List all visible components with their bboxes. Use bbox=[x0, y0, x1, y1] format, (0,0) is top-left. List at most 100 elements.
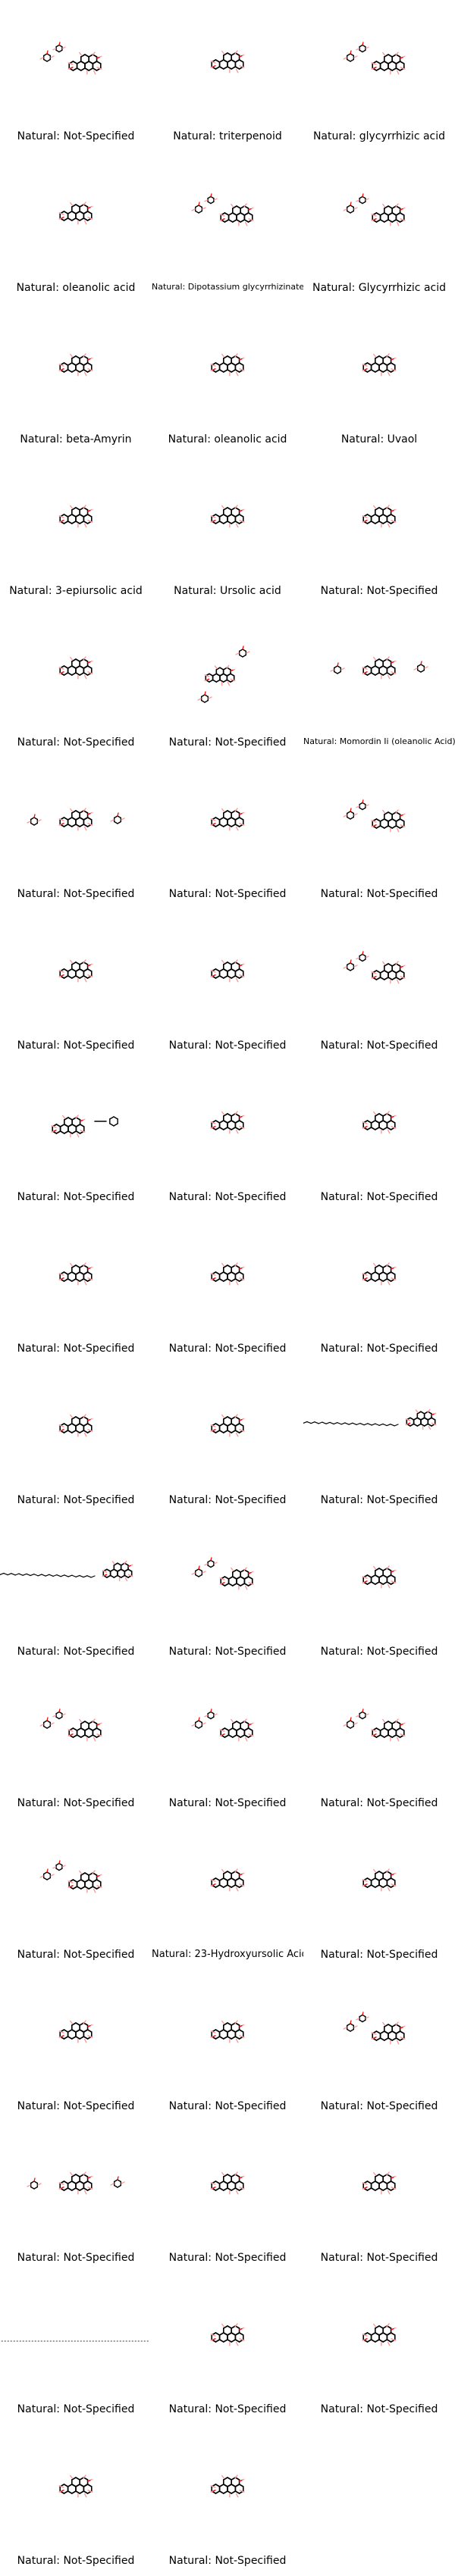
molecule-structure-drawing bbox=[362, 353, 397, 377]
molecule-structure-drawing bbox=[27, 2171, 125, 2195]
molecule-structure-drawing bbox=[58, 505, 93, 528]
molecule-legend: Natural: Not-Specified bbox=[17, 1343, 135, 1355]
molecule-cell: Natural: oleanolic acid bbox=[0, 152, 152, 303]
molecule-legend: Natural: Not-Specified bbox=[320, 1494, 438, 1506]
molecule-cell: Natural: Not-Specified bbox=[152, 2424, 303, 2576]
molecule-structure-drawing bbox=[1, 2340, 149, 2342]
molecule-legend: Natural: Not-Specified bbox=[168, 736, 287, 749]
molecule-structure-drawing bbox=[362, 1868, 397, 1892]
molecule-legend: Natural: Not-Specified bbox=[17, 1191, 135, 1203]
molecule-structure-drawing bbox=[210, 2171, 245, 2195]
molecule-cell: Natural: Not-Specified bbox=[303, 1667, 455, 1818]
molecule-legend: Natural: Not-Specified bbox=[320, 2252, 438, 2264]
molecule-legend: Natural: Momordin Ii (oleanolic Acid) bbox=[303, 736, 455, 746]
molecule-structure-drawing bbox=[303, 1408, 437, 1430]
molecule-structure-drawing bbox=[0, 1560, 133, 1582]
molecule-legend: Natural: Not-Specified bbox=[17, 2100, 135, 2112]
molecule-cell: Natural: 3-epiursolic acid bbox=[0, 455, 152, 606]
molecule-legend: Natural: Not-Specified bbox=[17, 1039, 135, 1052]
molecule-cell: Natural: Not-Specified bbox=[152, 1970, 303, 2121]
molecule-legend: Natural: Not-Specified bbox=[17, 2555, 135, 2567]
molecule-cell: Natural: Not-Specified bbox=[0, 1970, 152, 2121]
molecule-legend: Natural: Ursolic acid bbox=[174, 585, 281, 597]
molecule-structure-drawing bbox=[343, 42, 406, 75]
molecule-structure-drawing bbox=[210, 2323, 245, 2346]
molecule-structure-drawing bbox=[51, 1114, 118, 1138]
molecule-legend: Natural: Not-Specified bbox=[320, 1343, 438, 1355]
molecule-legend: Natural: Not-Specified bbox=[168, 1494, 287, 1506]
molecule-legend: Natural: Not-Specified bbox=[320, 1039, 438, 1052]
molecule-structure-drawing bbox=[58, 202, 93, 225]
molecule-cell: Natural: Dipotassium glycyrrhizinate bbox=[152, 152, 303, 303]
molecule-cell: Natural: triterpenoid bbox=[152, 0, 303, 152]
molecule-cell: Natural: Not-Specified bbox=[0, 1061, 152, 1212]
molecule-cell: Natural: Not-Specified bbox=[303, 2273, 455, 2424]
molecule-cell: Natural: Glycyrrhizic acid bbox=[303, 152, 455, 303]
molecule-structure-drawing bbox=[27, 808, 125, 831]
molecule-cell: Natural: Not-Specified bbox=[0, 606, 152, 758]
molecule-structure-drawing bbox=[343, 193, 406, 227]
molecule-cell: Natural: Not-Specified bbox=[152, 909, 303, 1061]
molecule-cell: Natural: Not-Specified bbox=[303, 1061, 455, 1212]
molecule-cell: Natural: Not-Specified bbox=[0, 2273, 152, 2424]
molecule-structure-drawing bbox=[39, 42, 102, 75]
molecule-legend: Natural: Not-Specified bbox=[17, 1494, 135, 1506]
molecule-structure-drawing bbox=[210, 353, 245, 377]
molecule-cell: Natural: Not-Specified bbox=[303, 2121, 455, 2273]
molecule-structure-drawing bbox=[362, 505, 397, 528]
molecule-structure-drawing bbox=[210, 2474, 245, 2498]
molecule-structure-drawing bbox=[362, 1262, 397, 1286]
molecule-legend: Natural: Dipotassium glycyrrhizinate bbox=[152, 282, 303, 292]
molecule-cell: Natural: Not-Specified bbox=[0, 909, 152, 1061]
molecule-cell: Natural: Not-Specified bbox=[303, 455, 455, 606]
molecule-legend: Natural: Not-Specified bbox=[320, 2100, 438, 2112]
molecule-cell: Natural: Not-Specified bbox=[0, 2424, 152, 2576]
molecule-cell: Natural: oleanolic acid bbox=[152, 303, 303, 455]
molecule-cell: Natural: Not-Specified bbox=[303, 1970, 455, 2121]
molecule-structure-drawing bbox=[191, 1557, 254, 1590]
molecule-structure-drawing bbox=[58, 2020, 93, 2043]
molecule-legend: Natural: Not-Specified bbox=[17, 1797, 135, 1809]
molecule-legend: Natural: Not-Specified bbox=[168, 2555, 287, 2567]
molecule-structure-drawing bbox=[191, 1708, 254, 1742]
molecule-legend: Natural: Not-Specified bbox=[168, 1797, 287, 1809]
molecule-cell: Natural: Not-Specified bbox=[0, 1818, 152, 1970]
molecule-legend: Natural: Not-Specified bbox=[320, 1949, 438, 1961]
molecule-cell: Natural: Not-Specified bbox=[303, 758, 455, 909]
molecule-structure-drawing bbox=[210, 2020, 245, 2043]
molecule-structure-drawing bbox=[210, 1111, 245, 1134]
molecule-structure-drawing bbox=[39, 1860, 102, 1893]
molecule-legend: Natural: Not-Specified bbox=[320, 585, 438, 597]
molecule-structure-drawing bbox=[58, 1262, 93, 1286]
molecule-structure-drawing bbox=[58, 353, 93, 377]
molecule-structure-drawing bbox=[343, 951, 406, 984]
molecule-legend: Natural: Not-Specified bbox=[17, 1949, 135, 1961]
molecule-cell: Natural: Not-Specified bbox=[0, 1515, 152, 1667]
molecule-cell: Natural: Not-Specified bbox=[303, 1818, 455, 1970]
molecule-cell: Natural: Momordin Ii (oleanolic Acid) bbox=[303, 606, 455, 758]
molecule-structure-drawing bbox=[210, 1868, 245, 1892]
molecule-legend: Natural: Not-Specified bbox=[320, 888, 438, 900]
molecule-structure-drawing bbox=[343, 1708, 406, 1742]
molecule-legend: Natural: oleanolic acid bbox=[168, 433, 287, 445]
molecule-cell: Natural: 23-Hydroxyursolic Acid bbox=[152, 1818, 303, 1970]
molecule-cell: Natural: Not-Specified bbox=[0, 1212, 152, 1364]
molecule-structure-drawing bbox=[58, 959, 93, 983]
molecule-legend: Natural: Not-Specified bbox=[168, 2403, 287, 2415]
molecule-cell: Natural: Not-Specified bbox=[303, 1212, 455, 1364]
molecule-legend: Natural: Not-Specified bbox=[320, 1646, 438, 1658]
molecule-structure-drawing bbox=[362, 2171, 397, 2195]
molecule-structure-drawing bbox=[210, 808, 245, 831]
molecule-structure-drawing bbox=[197, 646, 250, 703]
molecule-legend: Natural: 23-Hydroxyursolic Acid bbox=[152, 1949, 303, 1960]
molecule-legend: Natural: Not-Specified bbox=[17, 888, 135, 900]
molecule-structure-drawing bbox=[210, 959, 245, 983]
molecule-structure-drawing bbox=[58, 656, 93, 680]
molecule-legend: Natural: Not-Specified bbox=[168, 888, 287, 900]
molecule-legend: Natural: Not-Specified bbox=[168, 1039, 287, 1052]
molecule-legend: Natural: oleanolic acid bbox=[16, 282, 136, 294]
molecule-cell: Natural: beta-Amyrin bbox=[0, 303, 152, 455]
molecule-cell: Natural: glycyrrhizic acid bbox=[303, 0, 455, 152]
molecule-cell: Natural: Not-Specified bbox=[152, 1061, 303, 1212]
